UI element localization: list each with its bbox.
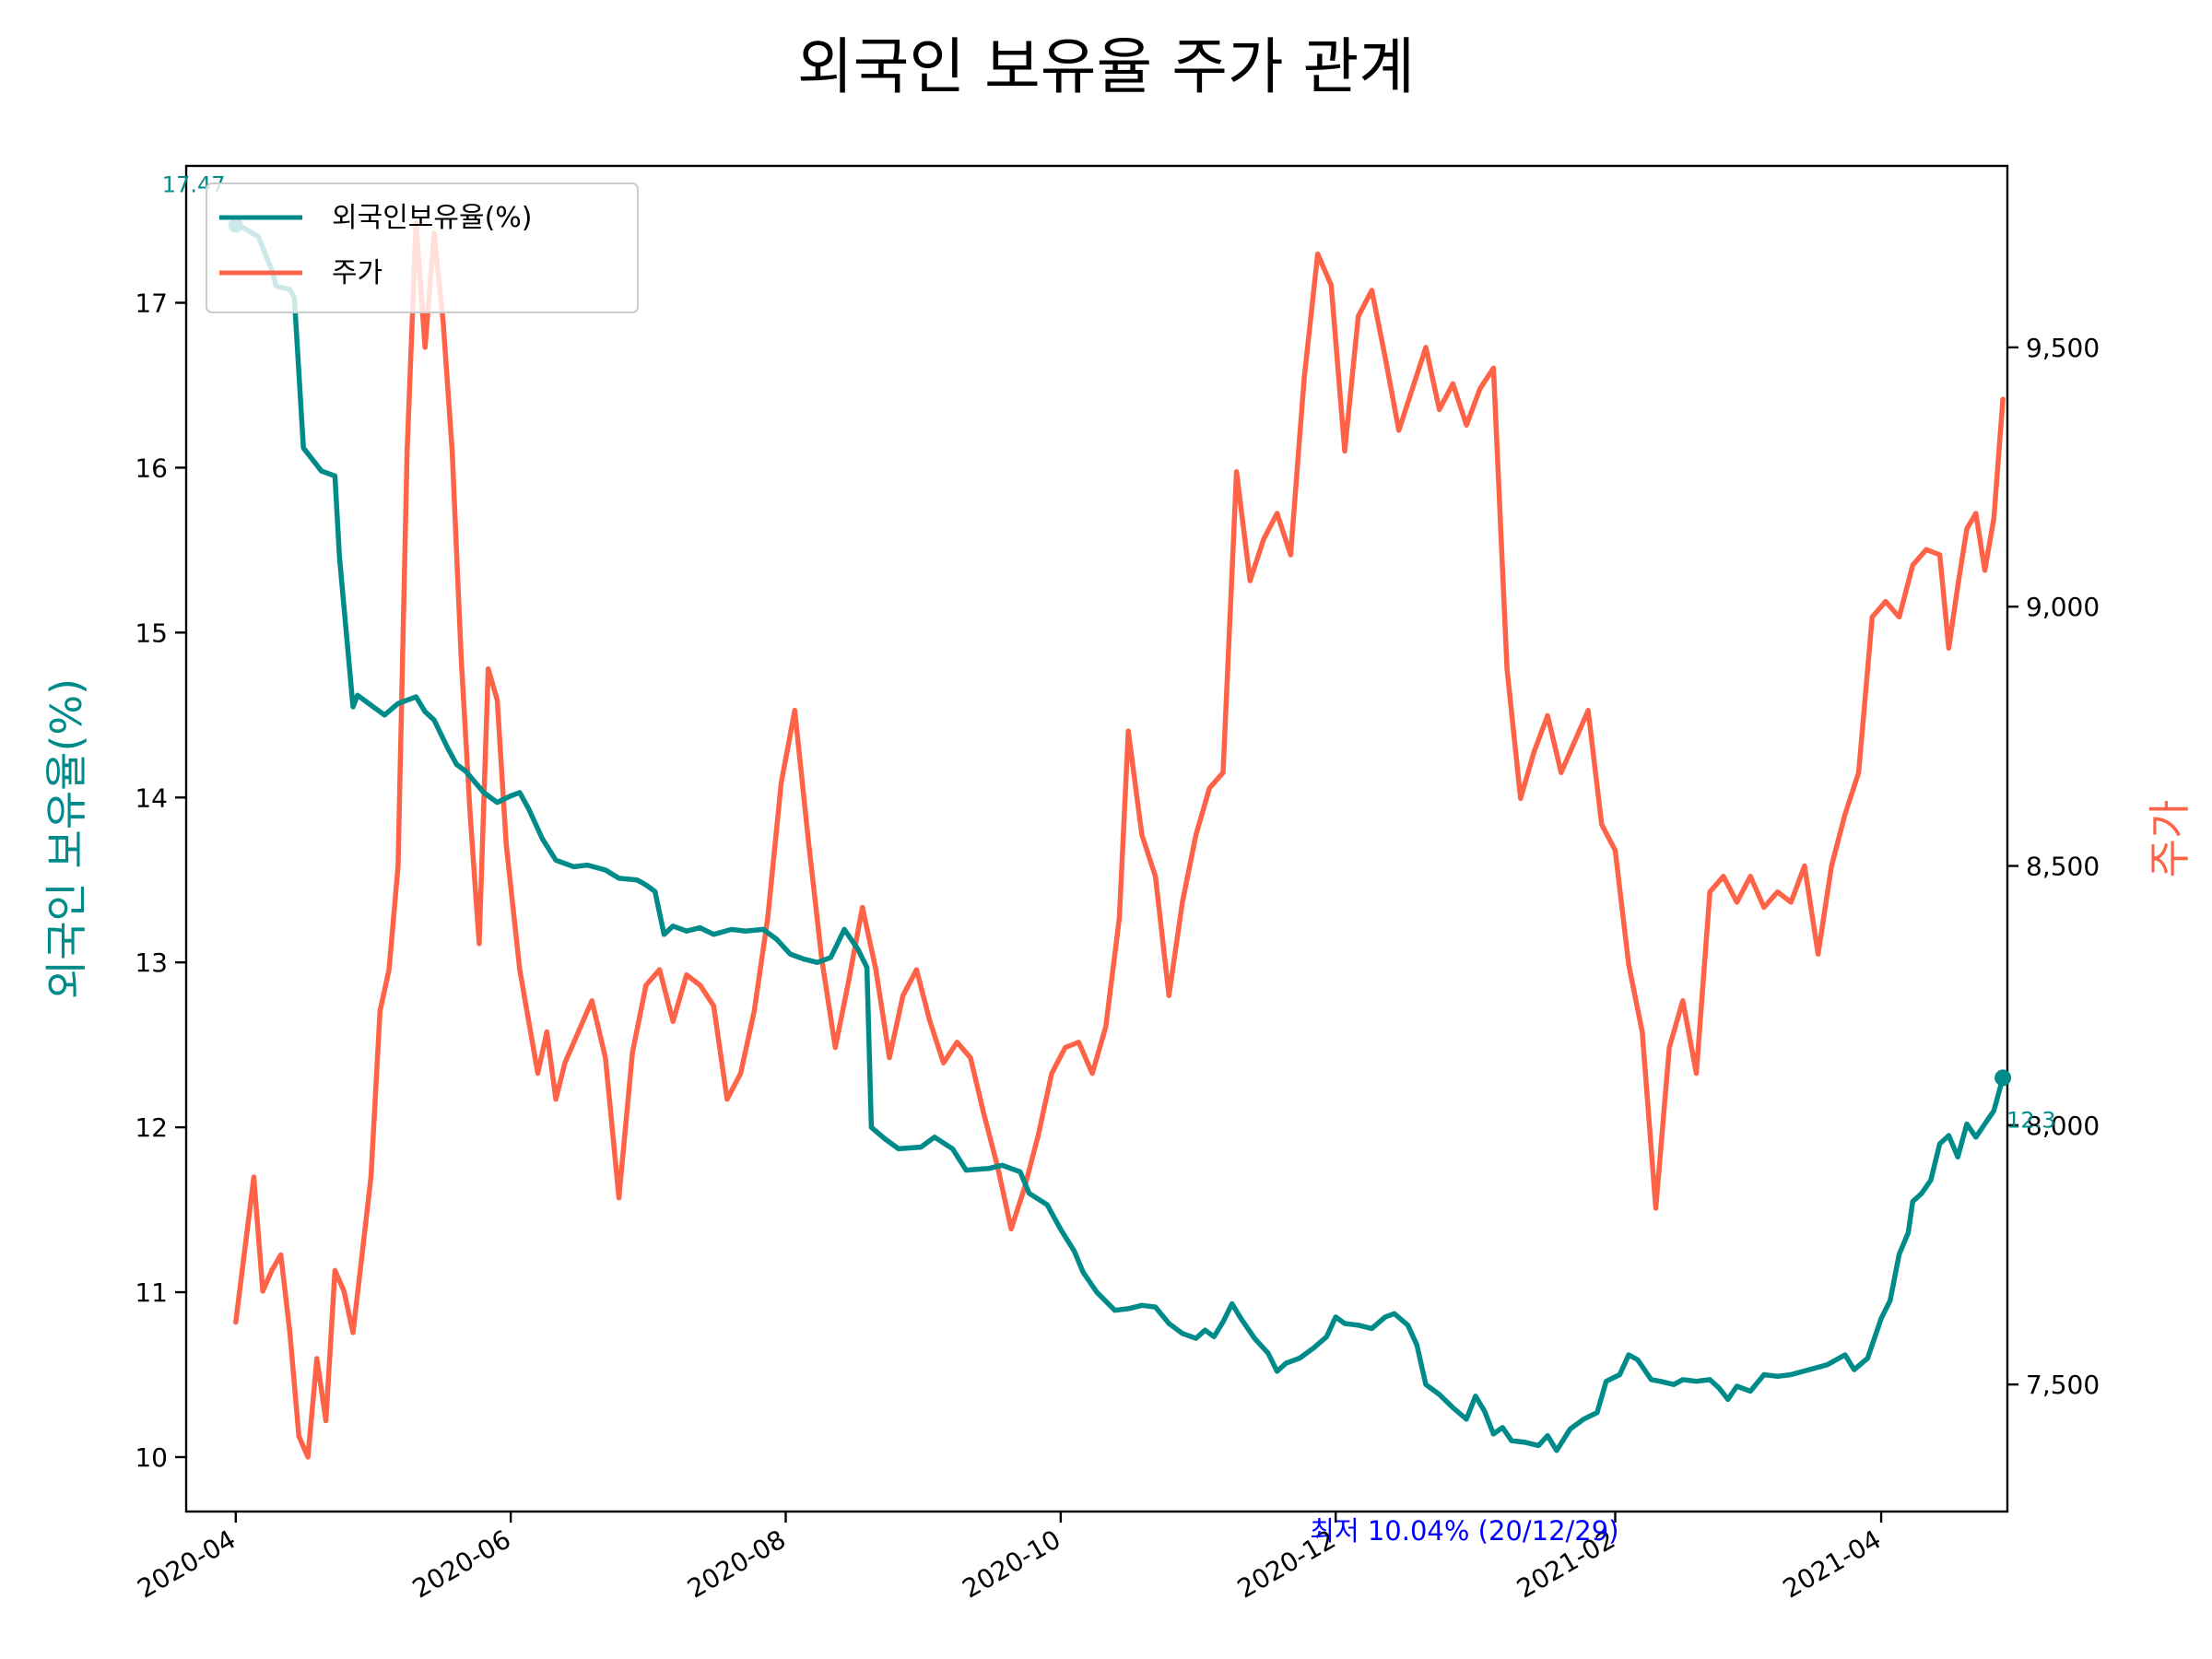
y-axis-left-label: 외국인 보유율(%) xyxy=(41,678,91,999)
legend-box xyxy=(206,182,639,313)
series-line-price xyxy=(233,220,2006,1460)
y-left-tick-label: 13 xyxy=(135,947,168,978)
plot-frame xyxy=(184,164,2009,1513)
chart-title: 외국인 보유율 주가 관계 xyxy=(797,31,1415,102)
y-right-tick-label: 9,500 xyxy=(2026,333,2100,363)
legend: 외국인보유율(%) 주가 xyxy=(206,182,639,313)
min-value-label: 최저 10.04% (20/12/29) xyxy=(1310,1515,1618,1547)
y-left-tick-label: 16 xyxy=(135,453,168,483)
foreign-series xyxy=(233,222,2006,1453)
y-left-tick-label: 15 xyxy=(135,618,168,648)
price-series xyxy=(233,220,2006,1460)
y-axis-left: 10 11 12 13 14 15 16 17 xyxy=(135,288,186,1473)
y-right-tick-label: 8,500 xyxy=(2026,852,2100,882)
y-axis-right-label: 주가 xyxy=(2145,800,2194,878)
y-left-tick-label: 11 xyxy=(135,1277,168,1308)
y-right-tick-label: 9,000 xyxy=(2026,592,2100,622)
end-marker xyxy=(1994,1069,2012,1087)
annotations: 17.47 12.3 최저 10.04% (20/12/29) xyxy=(162,171,2056,1546)
y-left-tick-label: 17 xyxy=(135,288,168,319)
y-left-tick-label: 10 xyxy=(135,1442,168,1473)
y-left-tick-label: 14 xyxy=(135,782,168,813)
y-right-tick-label: 7,500 xyxy=(2026,1370,2100,1400)
end-value-label: 12.3 xyxy=(2006,1107,2055,1133)
y-right-tick-label: 8,000 xyxy=(2026,1111,2100,1141)
legend-label-price: 주가 xyxy=(332,257,382,289)
y-left-tick-label: 12 xyxy=(135,1112,168,1143)
y-axis-right: 7,500 8,000 8,500 9,000 9,500 xyxy=(2007,333,2100,1400)
series-line-foreign xyxy=(233,222,2006,1453)
legend-label-foreign: 외국인보유율(%) xyxy=(332,202,533,234)
